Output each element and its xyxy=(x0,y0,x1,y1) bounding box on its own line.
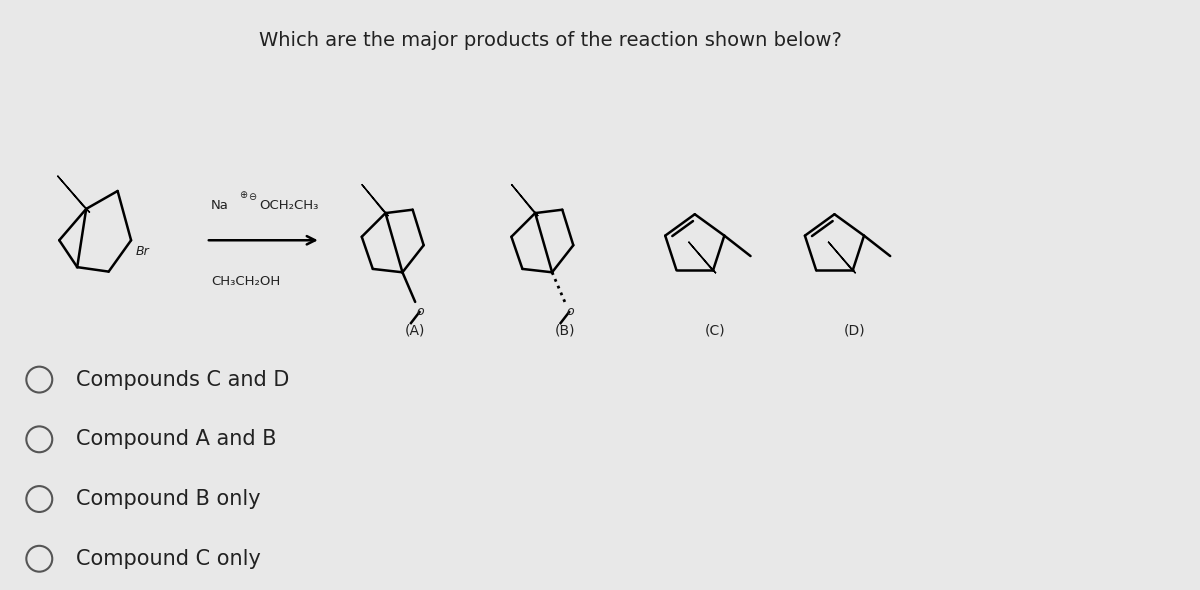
Text: CH₃CH₂OH: CH₃CH₂OH xyxy=(211,275,280,288)
Text: ⊖: ⊖ xyxy=(248,192,256,202)
Text: (B): (B) xyxy=(554,324,575,338)
Text: (C): (C) xyxy=(704,324,725,338)
Text: Compounds C and D: Compounds C and D xyxy=(77,369,289,389)
Text: (A): (A) xyxy=(406,324,426,338)
Polygon shape xyxy=(828,242,856,273)
Text: OCH₂CH₃: OCH₂CH₃ xyxy=(259,199,318,212)
Text: Which are the major products of the reaction shown below?: Which are the major products of the reac… xyxy=(259,31,841,50)
Polygon shape xyxy=(58,176,90,212)
Polygon shape xyxy=(689,242,716,273)
Text: ⊕: ⊕ xyxy=(239,191,247,201)
Text: Compound C only: Compound C only xyxy=(77,549,262,569)
Text: Compound A and B: Compound A and B xyxy=(77,430,277,450)
Text: Compound B only: Compound B only xyxy=(77,489,260,509)
Text: Na: Na xyxy=(211,199,229,212)
Text: Br: Br xyxy=(136,244,149,257)
Text: (D): (D) xyxy=(844,324,865,338)
Text: o: o xyxy=(566,305,574,318)
Polygon shape xyxy=(511,184,538,216)
Text: o: o xyxy=(416,305,425,318)
Polygon shape xyxy=(361,184,389,216)
